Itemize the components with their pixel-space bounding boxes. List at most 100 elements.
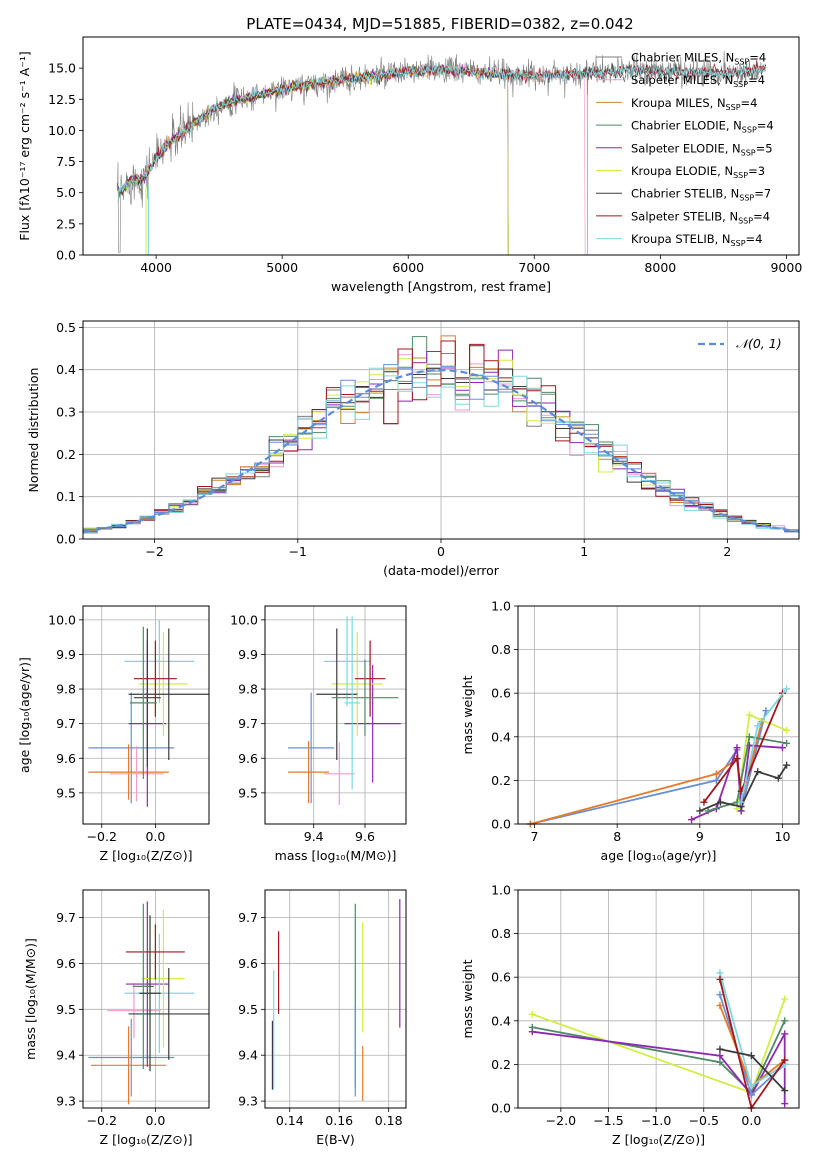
x-tick-label: 4000 xyxy=(140,260,172,275)
y-tick-label: 5.0 xyxy=(56,185,76,200)
y-axis-label: age [log₁₀(age/yr)] xyxy=(17,657,32,773)
y-tick-label: 9.9 xyxy=(56,647,76,662)
x-tick-label: 1 xyxy=(580,544,588,559)
histogram-series xyxy=(83,367,799,533)
y-tick-label: 9.6 xyxy=(238,751,258,766)
legend-entry: Kroupa ELODIE, NSSP=3 xyxy=(631,164,765,180)
y-tick-label: 0.2 xyxy=(56,447,76,462)
x-tick-label: 0.14 xyxy=(276,1113,304,1128)
x-tick-label: −0.5 xyxy=(689,1113,719,1128)
legend-count: =4 xyxy=(741,96,758,110)
age_vs_mass-panel: 9.4 9.6 9.5 9.6 9.7 9.8 9.9 10.0 mass [log₁₀(M/M… xyxy=(230,605,407,863)
axes-frame xyxy=(82,889,210,1109)
x-tick-label: 0.0 xyxy=(145,829,165,844)
legend-entry: Chabrier ELODIE, NSSP=4 xyxy=(631,119,774,135)
x-tick-label: 0.16 xyxy=(325,1113,353,1128)
y-tick-label: 12.5 xyxy=(48,92,76,107)
legend-entry: 𝒩(0, 1) xyxy=(736,336,782,351)
x-tick-label: 7000 xyxy=(518,260,550,275)
y-tick-label: 9.6 xyxy=(56,956,76,971)
x-tick-label: 9.4 xyxy=(304,829,324,844)
y-tick-label: 9.5 xyxy=(56,1002,76,1017)
legend-subscript: SSP xyxy=(733,80,748,89)
y-tick-label: 7.5 xyxy=(56,154,76,169)
y-tick-label: 9.5 xyxy=(238,1002,258,1017)
x-axis-label: wavelength [Angstrom, rest frame] xyxy=(331,279,551,294)
x-tick-label: 9 xyxy=(696,829,704,844)
spectrum-lines xyxy=(116,50,767,255)
x-tick-label: 8000 xyxy=(644,260,676,275)
legend-count: =4 xyxy=(746,232,763,246)
histogram-series xyxy=(83,340,799,533)
y-tick-label: 0.4 xyxy=(491,1013,511,1028)
y-tick-label: 15.0 xyxy=(48,61,76,76)
legend-entry: Salpeter STELIB, NSSP=4 xyxy=(631,209,770,225)
x-tick-label: 7 xyxy=(531,829,539,844)
y-tick-label: 10.0 xyxy=(230,612,258,627)
model-spectrum-line xyxy=(117,65,509,255)
legend-count: =4 xyxy=(748,73,765,87)
x-axis-label: (data-model)/error xyxy=(383,563,500,578)
mass_weight_vs_Z-panel: −2.0 −1.5 −1.0 −0.5 0.0 0.0 0.2 0.4 0.6 0.8 1.0 Z [… xyxy=(460,883,800,1147)
legend-subscript: SSP xyxy=(733,171,748,180)
y-axis-label: Flux [fλ10⁻¹⁷ erg cm⁻² s⁻¹ A⁻¹] xyxy=(17,51,32,240)
y-tick-label: 1.0 xyxy=(491,883,511,898)
y-tick-label: 0.1 xyxy=(56,489,76,504)
legend-count: =4 xyxy=(757,119,774,133)
axes-frame xyxy=(82,320,800,540)
y-tick-label: 0.0 xyxy=(56,248,76,263)
axes-frame xyxy=(517,605,800,825)
residuals-panel: −2 −1 0 1 2 0.0 0.1 0.2 0.3 0.4 0.5 (data-model)/er… xyxy=(26,320,800,578)
y-tick-label: 1.0 xyxy=(491,599,511,614)
x-axis-label: Z [log₁₀(Z/Z⊙)] xyxy=(612,1132,705,1147)
axes-frame xyxy=(82,36,800,256)
legend-count: =5 xyxy=(756,141,773,155)
mass-weight-line xyxy=(532,1020,786,1095)
y-tick-label: 9.4 xyxy=(56,1048,76,1063)
y-tick-label: 0.6 xyxy=(491,686,511,701)
x-tick-label: 0 xyxy=(437,544,445,559)
x-tick-label: −2.0 xyxy=(546,1113,576,1128)
y-tick-label: 0.5 xyxy=(56,320,76,335)
mass-weight-line xyxy=(707,735,787,812)
x-axis-label: Z [log₁₀(Z/Z⊙)] xyxy=(100,1132,193,1147)
y-tick-label: 2.5 xyxy=(56,216,76,231)
y-axis-label: mass [log₁₀(M/M⊙)] xyxy=(23,938,38,1060)
x-tick-label: 9.6 xyxy=(355,829,375,844)
model-spectrum-line xyxy=(117,64,589,255)
y-tick-label: 9.5 xyxy=(238,785,258,800)
axes-frame xyxy=(517,889,800,1109)
y-axis-label: Normed distribution xyxy=(26,368,41,493)
model-spectrum-line xyxy=(117,64,509,255)
y-tick-label: 9.7 xyxy=(56,910,76,925)
y-tick-label: 0.4 xyxy=(491,729,511,744)
y-tick-label: 0.2 xyxy=(491,773,511,788)
spectrum-panel: 4000 5000 6000 7000 8000 9000 0.0 2.5 5.0 7.5 10.0… xyxy=(17,36,802,294)
y-tick-label: 9.7 xyxy=(238,716,258,731)
x-tick-label: −1.5 xyxy=(593,1113,623,1128)
x-tick-label: 8 xyxy=(613,829,621,844)
legend-subscript: SSP xyxy=(731,239,746,248)
x-tick-label: −2 xyxy=(145,544,163,559)
y-axis-label: mass weight xyxy=(460,959,475,1038)
histogram-series xyxy=(83,364,799,533)
x-tick-label: −0.2 xyxy=(87,829,117,844)
y-tick-label: 0.8 xyxy=(491,642,511,657)
legend-subscript: SSP xyxy=(738,216,753,225)
x-tick-label: 6000 xyxy=(392,260,424,275)
legend-count: =4 xyxy=(749,51,766,65)
x-axis-label: mass [log₁₀(M/M⊙)] xyxy=(275,848,397,863)
x-tick-label: 2 xyxy=(723,544,731,559)
x-axis-label: age [log₁₀(age/yr)] xyxy=(601,848,717,863)
y-tick-label: 0.3 xyxy=(56,405,76,420)
x-tick-label: 0.18 xyxy=(375,1113,403,1128)
mass_vs_Z-panel: −0.2 0.0 9.3 9.4 9.5 9.6 9.7 Z [log₁₀(Z/Z⊙)] mas… xyxy=(23,889,210,1147)
y-tick-label: 0.6 xyxy=(491,970,511,985)
y-tick-label: 0.0 xyxy=(491,817,511,832)
legend-subscript: SSP xyxy=(734,58,749,67)
x-axis-label: E(B-V) xyxy=(316,1132,355,1147)
x-tick-label: 5000 xyxy=(266,260,298,275)
axes-frame xyxy=(264,889,407,1109)
mass-weight-line xyxy=(699,764,788,812)
